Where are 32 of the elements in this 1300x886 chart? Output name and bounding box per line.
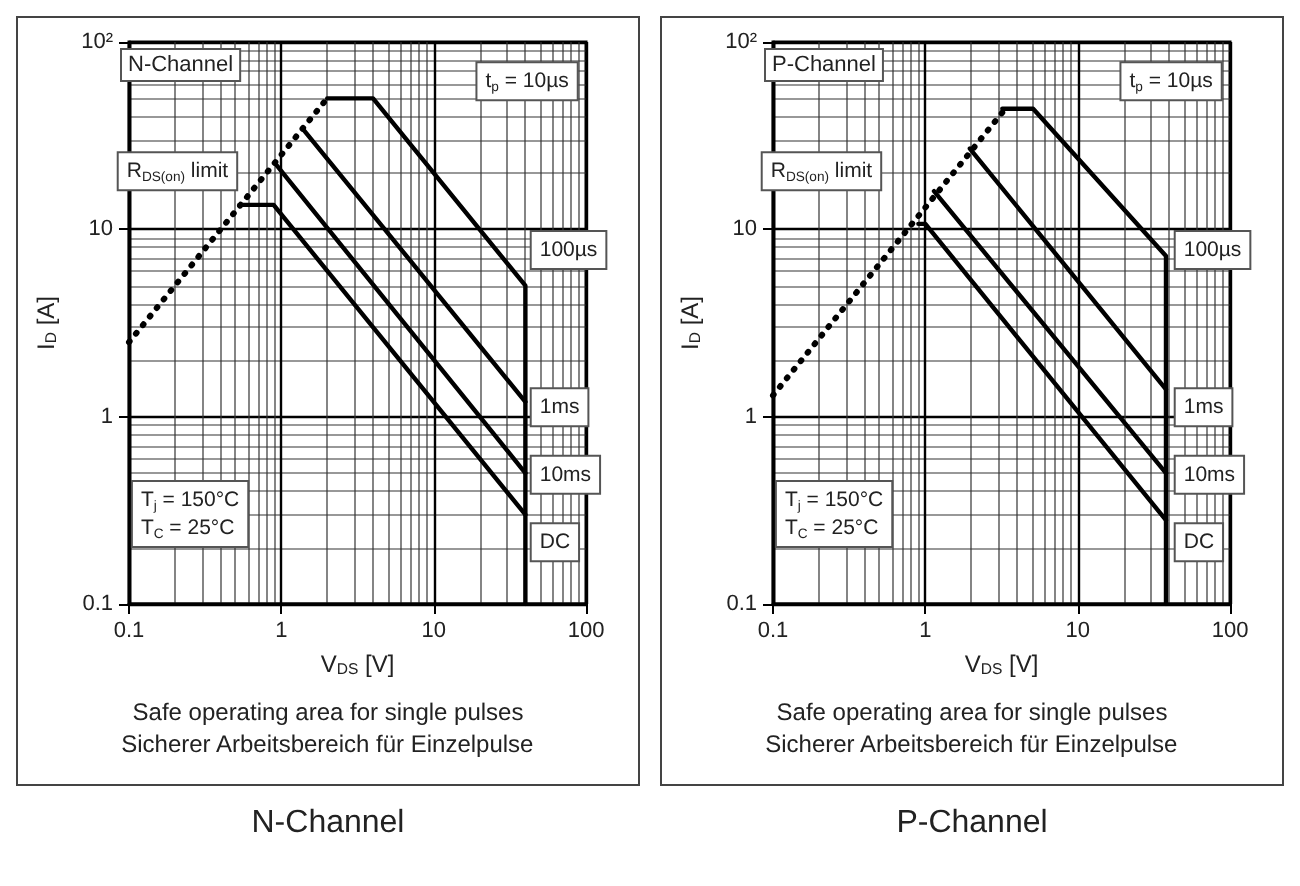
annotation: 100µs — [539, 237, 598, 262]
text: P-Channel — [896, 806, 1048, 842]
y-tick-label: 0.1 — [726, 592, 757, 616]
x-tick-label: 0.1 — [113, 619, 145, 643]
text: Safe operating area for single pulses — [776, 698, 1168, 726]
text: P-Channel — [772, 53, 876, 77]
text: Safe operating area for single pulses — [132, 698, 524, 726]
x-tick-label: 10 — [421, 619, 446, 643]
x-tick-label: 1 — [919, 619, 932, 643]
annotation: 10ms — [539, 462, 592, 487]
annotation: 1ms — [539, 395, 580, 420]
y-tick-label: 1 — [744, 404, 757, 429]
text: N-Channel — [251, 806, 405, 842]
x-tick-label: 1 — [275, 619, 288, 643]
x-tick-label: 100 — [567, 619, 605, 643]
text: Sicherer Arbeitsbereich für Einzelpulse — [121, 730, 535, 758]
y-tick-label: 0.1 — [82, 592, 113, 616]
x-tick-label: 100 — [1211, 619, 1249, 643]
y-tick-label: 1 — [100, 404, 113, 429]
annotation: 10ms — [1183, 462, 1236, 487]
x-tick-label: 0.1 — [757, 619, 789, 643]
annotation: 100µs — [1183, 237, 1242, 262]
y-tick-label: 10 — [732, 217, 757, 242]
annotation: DC — [539, 530, 571, 555]
y-tick-label: 10² — [725, 30, 758, 54]
y-tick-label: 10 — [88, 217, 113, 242]
y-tick-label: 10² — [81, 30, 114, 54]
text: Sicherer Arbeitsbereich für Einzelpulse — [765, 730, 1179, 758]
text: N-Channel — [128, 53, 234, 77]
annotation: 1ms — [1183, 395, 1224, 420]
x-tick-label: 10 — [1065, 619, 1090, 643]
annotation: DC — [1183, 530, 1215, 555]
